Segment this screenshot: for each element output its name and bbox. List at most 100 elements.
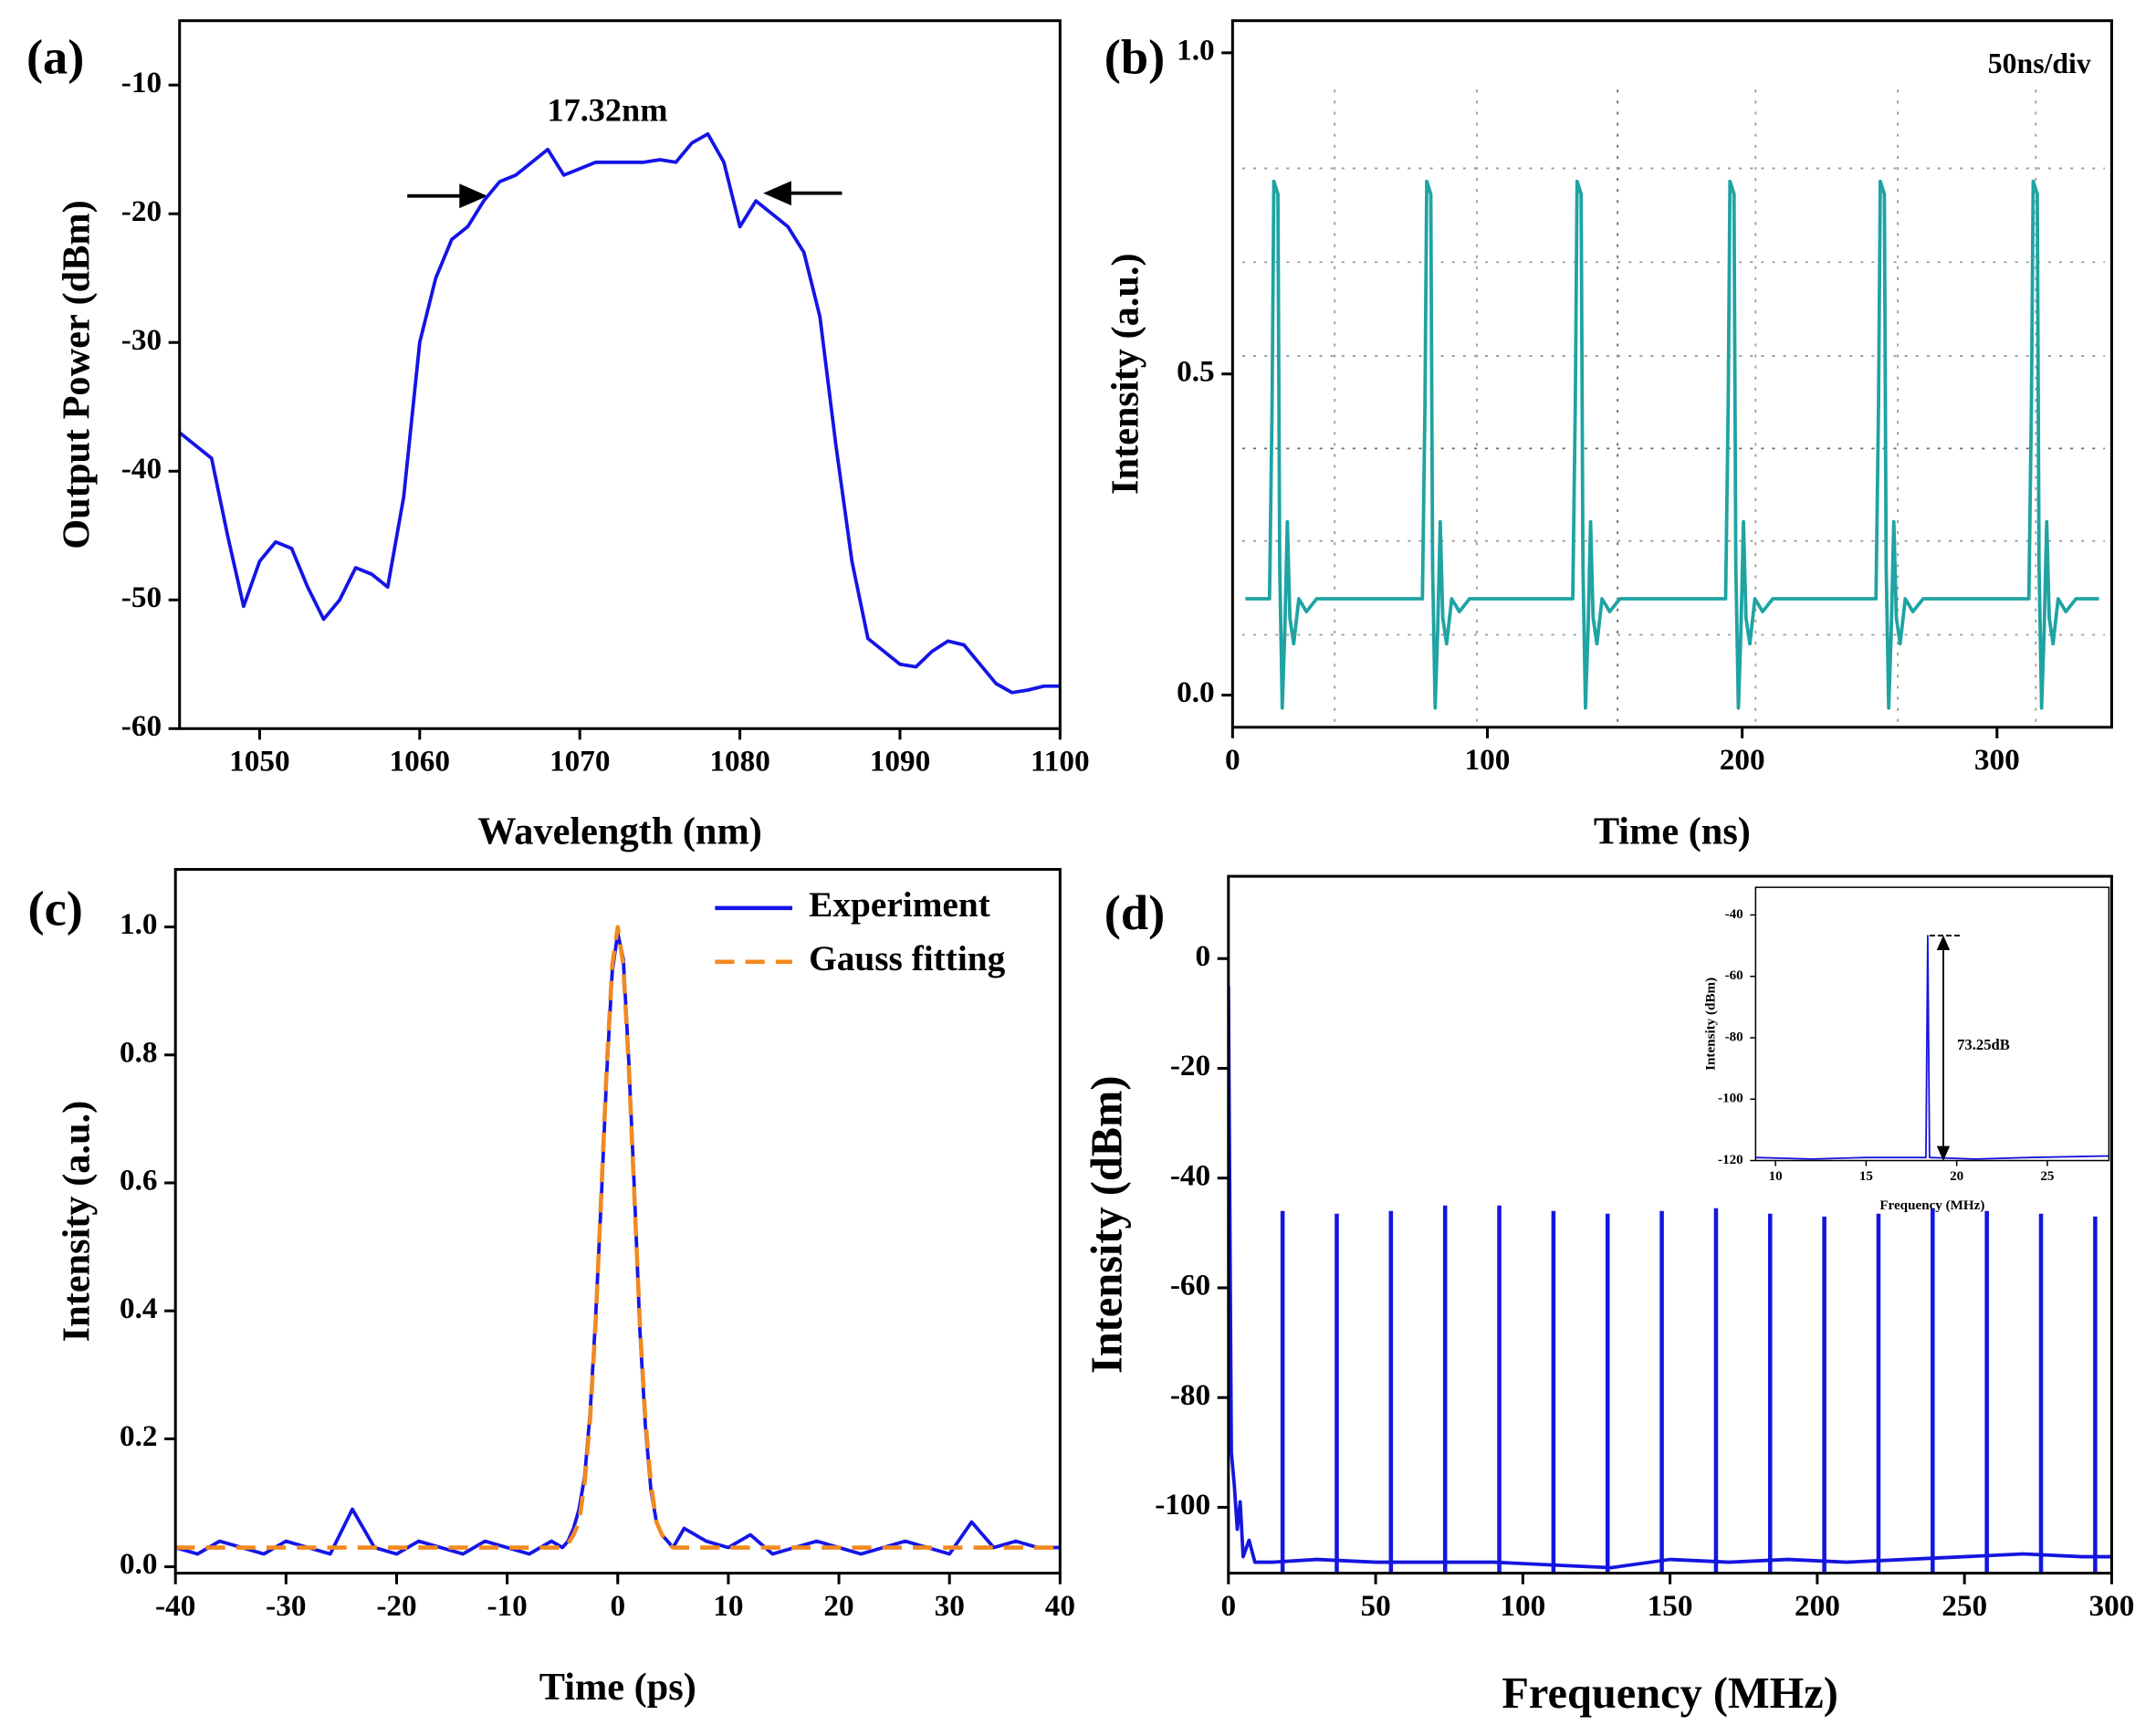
x-axis-label: Wavelength (nm): [477, 810, 762, 852]
y-tick-label: 1.0: [1177, 34, 1215, 68]
panel-label: (d): [1104, 885, 1166, 940]
x-tick-label: 200: [1720, 743, 1765, 777]
x-tick-label: 15: [1859, 1169, 1873, 1184]
panel: 0 100 200 300 0.0 0.5 1.0 Time (ns) Intensity (a…: [1104, 19, 2113, 852]
panel: -40 -30 -20 -10 0 10 20 30 40 0.0 0.2 0.4 0.6 0.8 1.0 T…: [27, 867, 1075, 1709]
annotation: 73.25dB: [1957, 1036, 2010, 1053]
x-tick-label: 200: [1795, 1589, 1840, 1623]
y-tick-label: -40: [1170, 1158, 1210, 1192]
x-axis-label: Time (ps): [539, 1666, 696, 1709]
arrow-head: [1936, 1145, 1951, 1161]
y-tick-label: 0.8: [120, 1035, 158, 1069]
y-tick-label: -10: [121, 66, 162, 99]
y-tick-label: 0: [1196, 939, 1211, 973]
panel-label: (a): [26, 30, 84, 85]
arrow-head: [459, 183, 488, 209]
y-tick-label: 0.0: [120, 1547, 158, 1581]
data-layer: [1228, 986, 2112, 1574]
y-axis-label: Intensity (a.u.): [56, 1101, 99, 1343]
data-line: [175, 931, 1061, 1556]
y-tick-label: 0.5: [1177, 354, 1215, 388]
x-tick-label: -30: [266, 1589, 306, 1623]
data-line: [179, 131, 1061, 695]
x-axis-label: Frequency (MHz): [1502, 1669, 1838, 1718]
legend-label: Gauss fitting: [809, 938, 1005, 978]
y-tick-label: -30: [121, 323, 162, 357]
panel-label: (b): [1104, 30, 1166, 85]
data-line: [1755, 935, 2109, 1160]
y-tick-label: 0.6: [120, 1164, 158, 1197]
y-tick-label: -80: [1725, 1030, 1743, 1044]
y-tick-label: -80: [1170, 1378, 1210, 1412]
x-tick-label: 30: [935, 1589, 965, 1623]
data-line: [1245, 179, 2099, 710]
x-axis-label: Time (ns): [1594, 810, 1751, 852]
x-tick-label: 10: [713, 1589, 743, 1623]
arrow-head: [763, 181, 791, 206]
x-tick-label: 0: [610, 1589, 625, 1623]
x-tick-label: 100: [1465, 743, 1511, 777]
scope-divisions: [1241, 89, 2105, 727]
y-tick-label: 0.2: [120, 1419, 158, 1453]
x-tick-label: 20: [823, 1589, 853, 1623]
inset-arrow: [1929, 935, 1961, 1161]
fwhm-arrows: [407, 181, 843, 209]
x-tick-label: 1080: [709, 745, 770, 779]
y-tick-label: -60: [1725, 968, 1743, 983]
x-tick-label: 0: [1220, 1589, 1236, 1623]
data-layer: [1245, 179, 2099, 710]
data-layer: [179, 131, 1061, 695]
plot-frame: [1754, 886, 2110, 1162]
data-layer: [175, 925, 1061, 1556]
plot-frame: [178, 19, 1062, 730]
panel: 0 50 100 150 200 250 300 -100 -80 -60 -40 -20 0 Frequ…: [1083, 874, 2134, 1718]
x-tick-label: 100: [1500, 1589, 1545, 1623]
y-tick-label: -20: [121, 194, 162, 228]
data-line: [175, 925, 1061, 1550]
panel: 10 15 20 25 -120 -100 -80 -60 -40 Frequency (MHz)…: [1703, 886, 2110, 1213]
noise-floor: [1228, 986, 2112, 1570]
y-tick-label: -60: [1170, 1269, 1210, 1302]
arrow-head: [1936, 935, 1951, 950]
legend-label: Experiment: [809, 884, 990, 925]
x-tick-label: 1050: [229, 745, 290, 779]
annotation: 50ns/div: [1988, 47, 2091, 79]
y-tick-label: -100: [1155, 1488, 1210, 1522]
x-tick-label: 1090: [870, 745, 931, 779]
y-tick-label: 0.0: [1177, 675, 1215, 709]
x-tick-label: 10: [1769, 1169, 1783, 1184]
x-tick-label: 20: [1950, 1169, 1963, 1184]
x-tick-label: -20: [376, 1589, 416, 1623]
y-axis-label: Output Power (dBm): [56, 200, 99, 549]
panel: 1050 1060 1070 1080 1090 1100 -60 -50 -40 -30 -20 -…: [26, 19, 1090, 852]
y-tick-label: -40: [1725, 907, 1743, 922]
y-tick-label: -120: [1718, 1153, 1743, 1167]
x-tick-label: 150: [1648, 1589, 1693, 1623]
y-axis-label: Intensity (a.u.): [1104, 253, 1147, 495]
x-tick-label: 25: [2040, 1169, 2054, 1184]
y-tick-label: -60: [121, 709, 162, 743]
y-axis-label: Intensity (dBm): [1083, 1076, 1131, 1375]
x-tick-label: 50: [1360, 1589, 1390, 1623]
x-tick-label: -10: [487, 1589, 527, 1623]
y-tick-label: -50: [121, 580, 162, 614]
x-tick-label: 300: [2088, 1589, 2134, 1623]
plot-frame: [1230, 19, 2113, 729]
annotation: 17.32nm: [547, 91, 667, 128]
plot-frame: [1227, 874, 2113, 1575]
x-tick-label: 0: [1225, 743, 1240, 777]
x-tick-label: 250: [1941, 1589, 1987, 1623]
x-tick-label: 1100: [1031, 745, 1090, 779]
panel-label: (c): [27, 881, 82, 936]
x-tick-label: -40: [155, 1589, 195, 1623]
x-tick-label: 1070: [549, 745, 611, 779]
x-tick-label: 1060: [390, 745, 451, 779]
x-axis-label: Frequency (MHz): [1879, 1198, 1984, 1213]
data-layer: [1755, 935, 2109, 1160]
x-tick-label: 40: [1045, 1589, 1075, 1623]
y-tick-label: -20: [1170, 1049, 1210, 1082]
x-tick-label: 300: [1974, 743, 2020, 777]
y-tick-label: 0.4: [120, 1292, 158, 1325]
